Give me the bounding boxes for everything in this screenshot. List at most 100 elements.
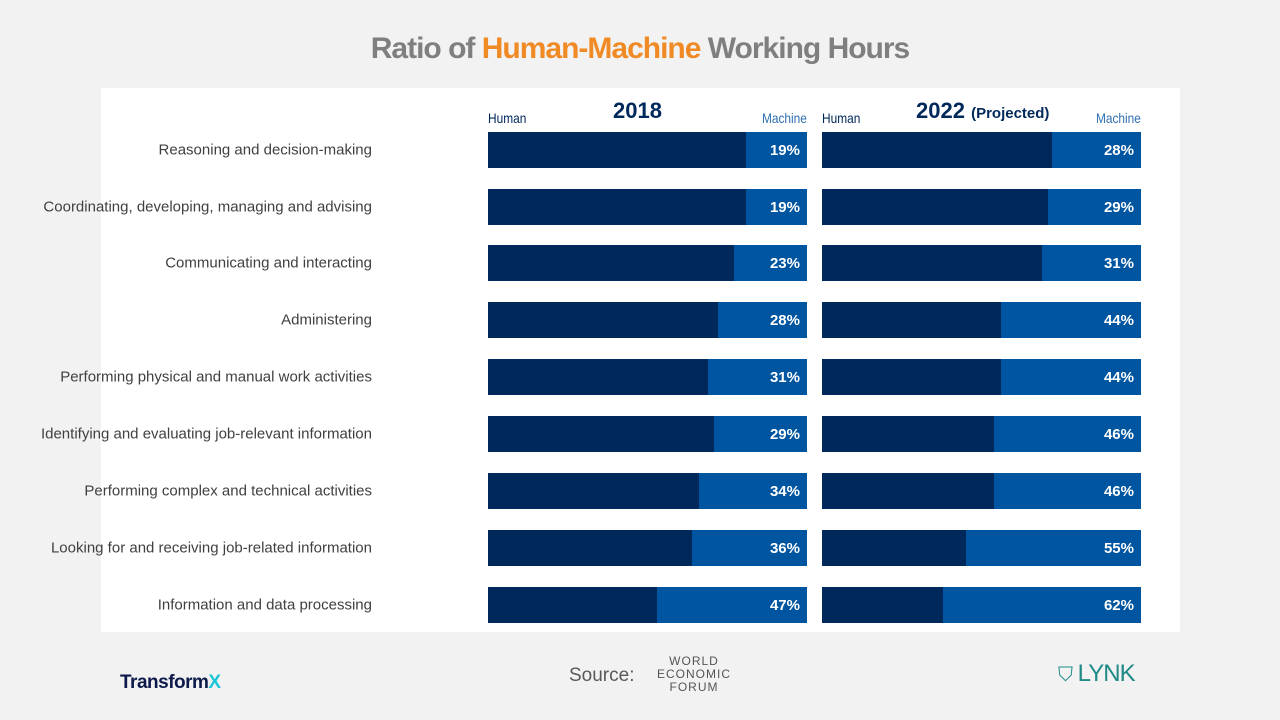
bar-row-2022: 44% [822, 359, 1141, 395]
bar-row-2022: 44% [822, 302, 1141, 338]
bar-machine: 44% [1000, 359, 1141, 395]
bar-machine: 23% [733, 245, 807, 281]
data-label: 31% [1103, 254, 1134, 272]
bar-row-2022: 62% [822, 587, 1141, 623]
data-label: 46% [1103, 482, 1134, 500]
data-label: 46% [1103, 425, 1134, 443]
bar-row-2022: 28% [822, 132, 1141, 168]
data-label: 28% [1103, 141, 1134, 159]
data-label: 29% [769, 425, 800, 443]
category-label: Performing complex and technical activit… [84, 482, 372, 500]
data-label: 55% [1103, 539, 1134, 557]
category-label: Performing physical and manual work acti… [60, 368, 372, 386]
bar-row-2018: 19% [488, 189, 807, 225]
data-label: 23% [769, 254, 800, 272]
legend-human-2018: Human [488, 110, 527, 126]
bar-row-2018: 34% [488, 473, 807, 509]
title-post: Working Hours [700, 32, 910, 65]
bar-human [488, 530, 693, 566]
lynk-text: LYNK [1077, 660, 1136, 687]
bar-row-2018: 31% [488, 359, 807, 395]
bar-human [488, 245, 734, 281]
bar-machine: 44% [1000, 302, 1141, 338]
bar-machine: 29% [714, 416, 807, 452]
bar-machine: 34% [698, 473, 807, 509]
bar-human [822, 587, 944, 623]
chart-panel: 2018 2022 (Projected) Human Machine Huma… [41, 88, 1180, 632]
bar-row-2022: 29% [822, 189, 1141, 225]
wef-line: WORLD [669, 654, 719, 668]
logo-text: Transform [120, 672, 209, 693]
lynk-shield-icon: ⛉ [1058, 664, 1073, 686]
legend-machine-2018: Machine [762, 110, 807, 126]
lynk-logo: ⛉ LYNK [1058, 660, 1136, 688]
bar-human [488, 587, 658, 623]
category-label: Communicating and interacting [165, 254, 372, 272]
bar-machine: 47% [657, 587, 807, 623]
bar-machine: 29% [1048, 189, 1141, 225]
bar-human [488, 473, 699, 509]
bar-human [488, 416, 715, 452]
bar-row-2022: 55% [822, 530, 1141, 566]
chart-title-2022: 2022 (Projected) [916, 98, 1049, 124]
data-label: 44% [1103, 311, 1134, 329]
data-label: 29% [1103, 198, 1134, 216]
data-label: 62% [1103, 596, 1134, 614]
logo-x: X [208, 672, 221, 693]
bar-row-2022: 46% [822, 473, 1141, 509]
bar-row-2018: 23% [488, 245, 807, 281]
category-label: Information and data processing [157, 596, 372, 614]
legend-human-2022: Human [822, 110, 861, 126]
bar-machine: 31% [708, 359, 807, 395]
bar-human [822, 132, 1052, 168]
data-label: 19% [769, 141, 800, 159]
bar-human [822, 189, 1049, 225]
bar-machine: 36% [692, 530, 807, 566]
wef-logo: WORLD ECONOMIC FORUM [657, 655, 731, 694]
bar-machine: 19% [746, 189, 807, 225]
bar-human [488, 359, 709, 395]
bar-human [822, 530, 966, 566]
bar-machine: 46% [994, 416, 1141, 452]
bar-machine: 46% [994, 473, 1141, 509]
bar-human [488, 189, 747, 225]
bar-human [488, 302, 718, 338]
data-label: 19% [769, 198, 800, 216]
legend-machine-2022: Machine [1096, 110, 1141, 126]
data-label: 31% [769, 368, 800, 386]
category-label: Identifying and evaluating job-relevant … [40, 425, 372, 443]
data-label: 34% [769, 482, 800, 500]
data-label: 44% [1103, 368, 1134, 386]
page-title: Ratio of Human-Machine Working Hours [0, 32, 1280, 66]
source-label: Source: [569, 665, 635, 686]
category-label: Administering [281, 311, 372, 329]
title-highlight: Human-Machine [481, 32, 702, 65]
bar-machine: 62% [943, 587, 1141, 623]
data-label: 28% [769, 311, 800, 329]
bar-row-2022: 46% [822, 416, 1141, 452]
bar-human [822, 359, 1001, 395]
transformx-logo: TransformX [120, 672, 221, 694]
wef-line: FORUM [669, 680, 719, 694]
bar-row-2018: 28% [488, 302, 807, 338]
category-label: Looking for and receiving job-related in… [50, 539, 372, 557]
bar-machine: 55% [965, 530, 1141, 566]
bar-human [822, 473, 995, 509]
bar-human [822, 416, 995, 452]
bar-human [822, 302, 1001, 338]
chart-title-2018: 2018 [613, 98, 662, 123]
bar-machine: 28% [717, 302, 807, 338]
data-label: 47% [769, 596, 800, 614]
bar-row-2018: 19% [488, 132, 807, 168]
title-pre: Ratio of [370, 32, 482, 65]
wef-line: ECONOMIC [657, 667, 731, 681]
subtitle: (Projected) [971, 105, 1050, 122]
bar-machine: 28% [1051, 132, 1141, 168]
bar-row-2022: 31% [822, 245, 1141, 281]
bar-human [822, 245, 1043, 281]
bar-machine: 31% [1042, 245, 1141, 281]
year: 2022 [916, 98, 965, 123]
data-label: 36% [769, 539, 800, 557]
bar-human [488, 132, 747, 168]
bar-row-2018: 29% [488, 416, 807, 452]
